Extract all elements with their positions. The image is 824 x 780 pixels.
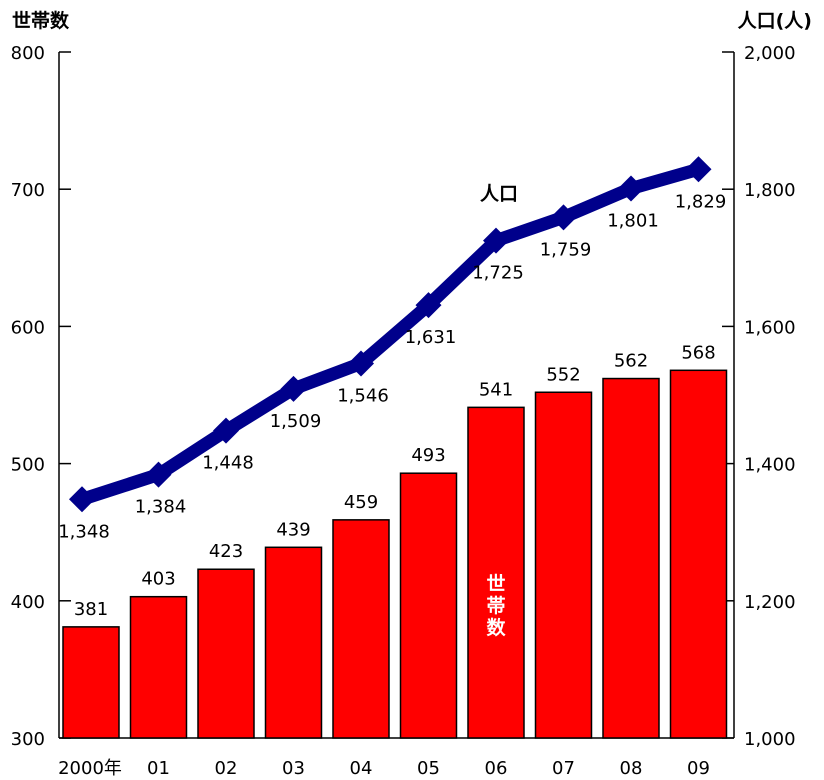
bar-value-label: 541 [479, 379, 513, 400]
bar [62, 626, 120, 739]
bar-value-label: 423 [209, 541, 243, 562]
population-value-label: 1,829 [675, 191, 727, 212]
population-marker [69, 486, 95, 513]
right-tick-label: 1,400 [744, 455, 796, 476]
population-marker [415, 292, 442, 319]
population-marker [618, 175, 644, 202]
left-tick-label: 600 [11, 317, 45, 338]
x-tick-label: 08 [620, 758, 643, 779]
right-tick-label: 1,600 [744, 317, 796, 338]
left-tick-label: 400 [11, 592, 45, 613]
population-marker [550, 204, 577, 231]
axes: 300 400 500 600 700 800 1,000 1,200 1,400 1,600 1,… [11, 9, 812, 779]
x-tick-label: 2000年 [58, 758, 122, 779]
bar-value-label: 403 [141, 569, 175, 590]
population-value-label: 1,509 [270, 411, 322, 432]
bar-series-label: 世 [486, 573, 505, 595]
x-tick-label: 09 [687, 758, 710, 779]
bar [197, 568, 255, 739]
population-marker [685, 156, 712, 183]
right-axis-title: 人口(人) [738, 10, 812, 32]
right-tick-label: 2,000 [744, 43, 796, 64]
left-tick-label: 300 [11, 729, 45, 750]
line-layer [69, 156, 712, 513]
population-value-label: 1,801 [607, 211, 659, 232]
bar [129, 595, 188, 739]
left-tick-label: 500 [11, 455, 45, 476]
population-value-label: 1,725 [472, 263, 524, 284]
x-tick-label: 01 [147, 758, 170, 779]
bar [264, 546, 323, 739]
bar [399, 472, 458, 739]
bar-value-label: 552 [546, 364, 580, 385]
population-value-label: 1,384 [135, 497, 187, 518]
population-value-label: 1,448 [202, 453, 254, 474]
population-line [80, 163, 701, 506]
bar-value-label: 439 [276, 519, 310, 540]
population-value-label: 1,631 [405, 327, 457, 348]
x-tick-label: 02 [215, 758, 238, 779]
population-value-label: 1,546 [337, 385, 389, 406]
x-tick-label: 04 [350, 758, 373, 779]
right-tick-label: 1,200 [744, 592, 796, 613]
population-marker [145, 461, 172, 488]
labels-layer: 381 403 423 439 459 493 541 552 562 568 世帯数 1,348 1,… [58, 183, 726, 639]
right-tick-label: 1,800 [744, 180, 796, 201]
population-marker [348, 350, 374, 377]
left-axis-title: 世帯数 [12, 9, 70, 32]
right-tick-label: 1,000 [744, 729, 796, 750]
bar-series-label: 帯 [486, 594, 505, 617]
bar-value-label: 459 [344, 492, 378, 513]
population-marker [280, 375, 307, 402]
left-tick-label: 700 [11, 180, 45, 201]
bar [332, 519, 390, 739]
population-marker [483, 227, 509, 254]
bar [534, 391, 593, 739]
x-tick-label: 05 [417, 758, 440, 779]
bar-value-label: 493 [411, 445, 445, 466]
x-tick-label: 06 [485, 758, 508, 779]
left-tick-label: 800 [11, 43, 45, 64]
population-marker [213, 417, 239, 444]
bars-layer [62, 369, 728, 739]
bar-value-label: 381 [74, 599, 108, 620]
bar-value-label: 562 [614, 351, 648, 372]
x-tick-label: 07 [552, 758, 575, 779]
population-value-label: 1,348 [58, 521, 110, 542]
bar [467, 406, 525, 739]
line-series-label: 人口 [480, 183, 518, 205]
bar [602, 377, 660, 739]
population-value-label: 1,759 [540, 239, 592, 260]
bar-series-label: 数 [486, 616, 506, 639]
bar-value-label: 568 [681, 342, 715, 363]
bar [669, 369, 728, 739]
x-tick-label: 03 [282, 758, 305, 779]
